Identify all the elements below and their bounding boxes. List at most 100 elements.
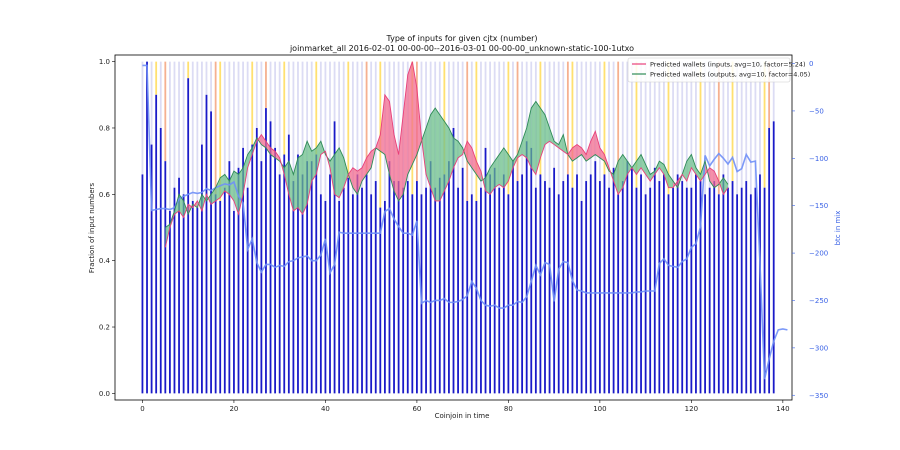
bar-upper xyxy=(731,61,734,182)
bar-upper xyxy=(736,61,739,195)
difference-segment xyxy=(682,161,687,182)
y-tick-label: 0.2 xyxy=(99,324,110,332)
bar xyxy=(667,194,670,394)
y-axis: 0.0 0.2 0.4 0.6 0.8 1.0 xyxy=(99,58,115,398)
difference-segment xyxy=(311,147,317,182)
difference-segment xyxy=(357,167,363,195)
bar-upper xyxy=(530,61,533,148)
bar xyxy=(644,194,647,394)
bar xyxy=(159,127,162,394)
bar-upper xyxy=(713,61,716,182)
difference-segment xyxy=(613,161,619,195)
bar xyxy=(402,187,405,394)
bar xyxy=(617,194,620,394)
bar xyxy=(278,174,281,394)
bar xyxy=(319,194,322,394)
difference-segment xyxy=(567,147,573,162)
bar-upper xyxy=(205,61,208,95)
bar xyxy=(164,161,167,394)
bar xyxy=(653,167,656,394)
bar xyxy=(534,187,537,394)
bar xyxy=(708,187,711,394)
x-tick-label: 20 xyxy=(229,405,238,413)
y2-tick-label: −100 xyxy=(809,155,828,163)
bar-upper xyxy=(571,61,574,188)
difference-segment xyxy=(577,144,582,158)
bar-upper xyxy=(233,61,235,211)
bar-upper xyxy=(493,61,496,168)
bar xyxy=(749,194,752,394)
bar-upper xyxy=(319,61,322,195)
bar xyxy=(333,121,336,394)
bar-upper xyxy=(525,61,528,142)
difference-segment xyxy=(499,147,504,188)
legend-label-inputs: Predicted wallets (inputs, avg=10, facto… xyxy=(650,61,806,69)
bar-upper xyxy=(155,61,158,95)
x-tick-label: 140 xyxy=(776,405,789,413)
difference-segment xyxy=(581,147,587,162)
bar xyxy=(168,210,171,394)
bar xyxy=(512,161,514,394)
bar xyxy=(498,187,501,394)
difference-segment xyxy=(398,114,404,201)
bar xyxy=(173,187,176,394)
bar-upper xyxy=(548,61,551,188)
difference-segment xyxy=(535,101,541,175)
x-axis-label: Coinjoin in time xyxy=(435,412,490,420)
bar-upper xyxy=(466,61,469,201)
bar-upper xyxy=(653,61,656,168)
bar-upper xyxy=(365,61,368,175)
bar xyxy=(480,187,482,394)
difference-segment xyxy=(211,187,216,205)
bar-upper xyxy=(699,61,702,182)
bar-upper xyxy=(681,61,684,182)
bar-upper xyxy=(187,61,190,79)
bar xyxy=(196,207,199,394)
difference-segment xyxy=(384,94,390,175)
bar-upper xyxy=(621,61,624,182)
bar-upper xyxy=(306,61,309,162)
difference-segment xyxy=(261,134,266,148)
x-axis: 0 20 40 60 80 100 120 140 xyxy=(140,400,790,413)
bar-upper xyxy=(420,61,423,195)
bar-upper xyxy=(562,61,565,182)
y-tick-label: 0.4 xyxy=(99,257,111,265)
bar-upper xyxy=(269,61,272,122)
difference-segment xyxy=(590,131,596,158)
difference-segment xyxy=(471,147,477,175)
difference-segment xyxy=(275,151,280,162)
difference-segment xyxy=(407,61,413,175)
bar xyxy=(598,181,601,394)
difference-segment xyxy=(554,141,559,148)
difference-segment xyxy=(316,141,321,175)
bar xyxy=(388,161,391,394)
difference-segment xyxy=(526,108,532,168)
bar-upper xyxy=(223,61,226,188)
bar-upper xyxy=(278,61,281,175)
bars-layer xyxy=(141,61,775,394)
x-tick-label: 0 xyxy=(140,405,144,413)
bar-upper xyxy=(589,61,592,175)
difference-segment xyxy=(439,114,445,201)
bar-upper xyxy=(324,61,327,201)
bar xyxy=(727,187,729,394)
bar xyxy=(635,187,638,394)
bar-upper xyxy=(443,61,446,175)
bar xyxy=(452,127,455,394)
y-tick-label: 0.6 xyxy=(99,191,111,199)
bar-upper xyxy=(580,61,583,201)
y2-tick-label: 0 xyxy=(809,60,813,68)
x-tick-label: 120 xyxy=(685,405,698,413)
bar-upper xyxy=(640,61,642,175)
bar xyxy=(361,187,363,394)
bar xyxy=(379,207,382,394)
bar-upper xyxy=(393,61,395,182)
bar xyxy=(713,181,716,394)
bar-upper xyxy=(685,61,688,188)
inputs-wallets-line xyxy=(164,61,729,248)
bar xyxy=(621,181,624,394)
difference-segment xyxy=(339,147,344,198)
bar-upper xyxy=(594,61,597,162)
bar xyxy=(338,200,341,394)
